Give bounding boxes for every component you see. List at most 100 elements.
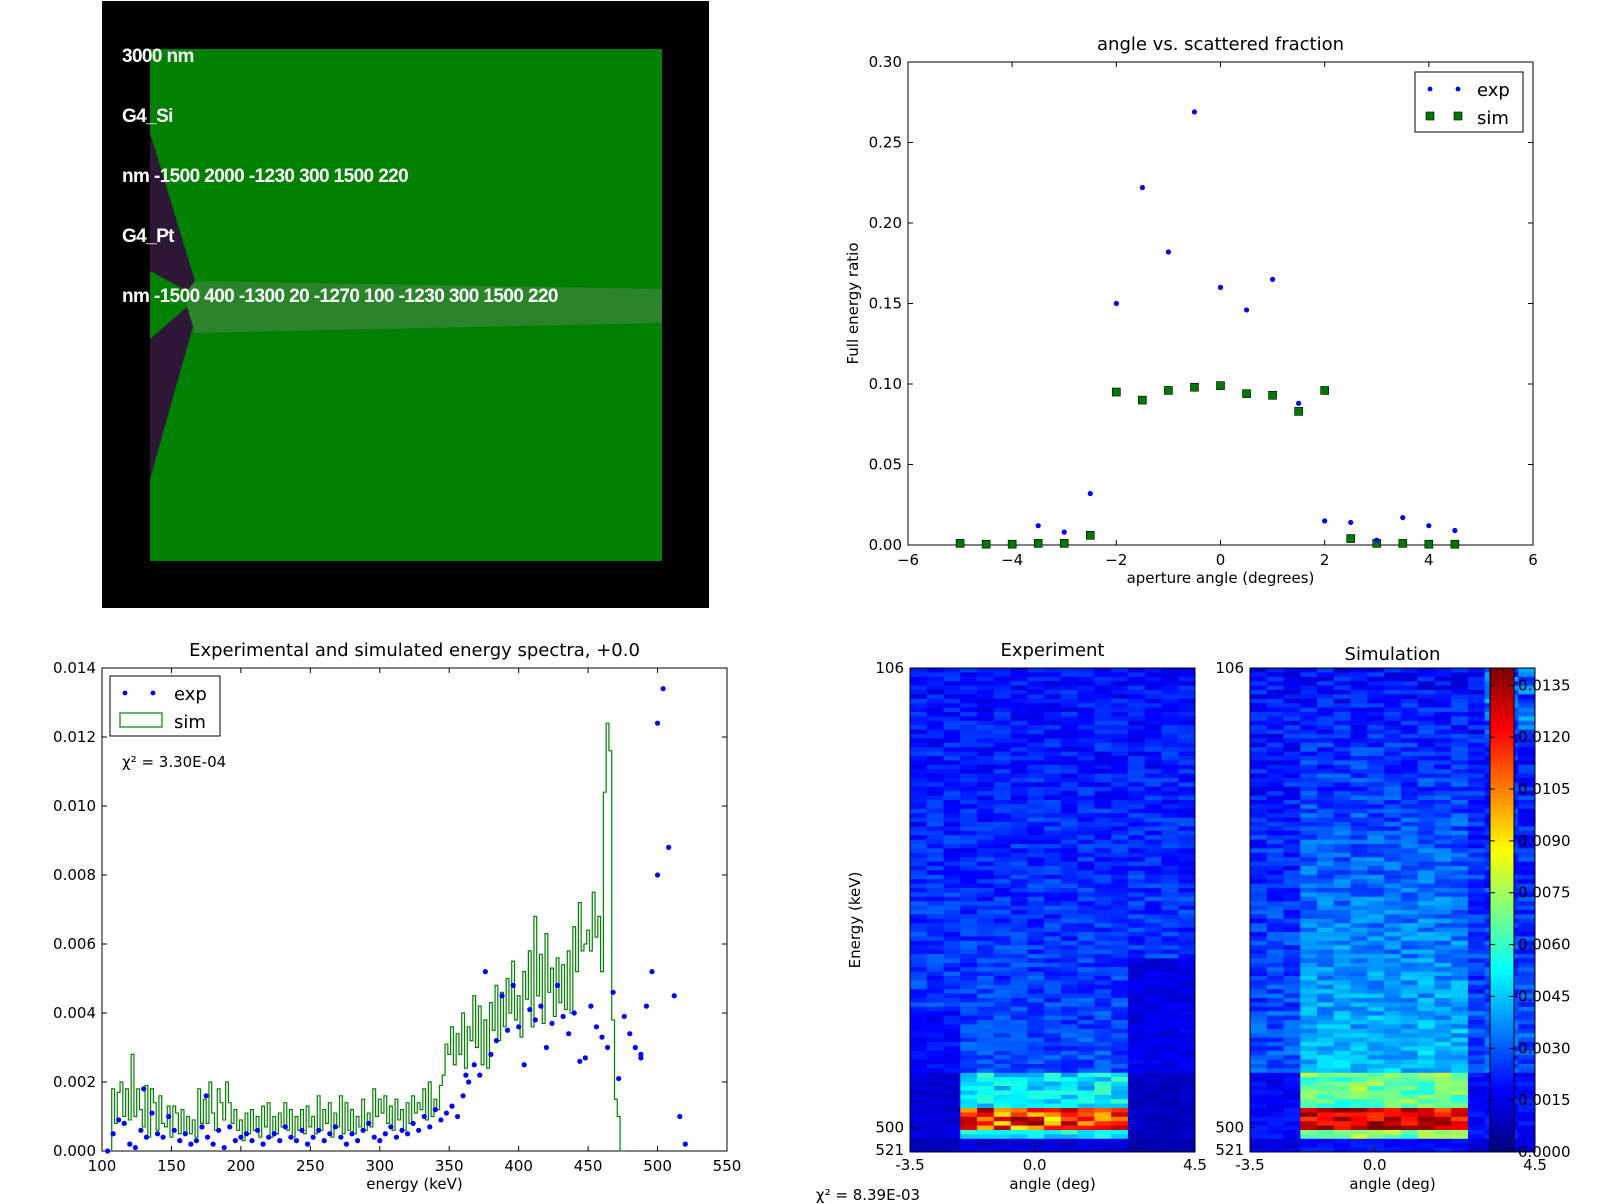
heatmap-cell xyxy=(1250,1033,1268,1038)
heatmap-cell xyxy=(1127,888,1146,893)
heatmap-cell xyxy=(1451,690,1469,695)
heatmap-cell xyxy=(1161,1094,1179,1100)
heatmap-cell xyxy=(1178,1130,1196,1135)
heatmap-cell xyxy=(1451,756,1469,761)
heatmap-cell xyxy=(1144,861,1162,867)
heatmap-cell xyxy=(1300,1024,1318,1030)
heatmap-cell xyxy=(1077,1024,1095,1030)
heatmap-cell xyxy=(1077,1037,1095,1043)
heatmap-cell xyxy=(1250,1028,1268,1034)
heatmap-cell xyxy=(1111,672,1129,678)
heatmap-cell xyxy=(1060,690,1079,695)
heatmap-cell xyxy=(1283,1059,1301,1065)
colorbar-segment xyxy=(1490,744,1514,750)
heatmap-cell xyxy=(1417,1068,1435,1074)
heatmap-cell xyxy=(1161,927,1179,933)
heatmap-cell xyxy=(1027,896,1045,902)
heatmap-cell xyxy=(1027,888,1045,893)
heatmap-cell xyxy=(1451,835,1469,840)
energy-spectra-chart: 100 150 200 250 300 350 400 450 500 5500.0000.002… xyxy=(53,640,741,1193)
heatmap-cell xyxy=(993,668,1011,673)
colorbar-segment xyxy=(1490,1143,1514,1149)
heatmap-cell xyxy=(1111,786,1129,792)
exp-point xyxy=(410,1120,416,1126)
heatmap-cell xyxy=(1300,720,1318,726)
colorbar-segment xyxy=(1490,946,1514,951)
heatmap-cell xyxy=(1417,830,1435,836)
heatmap-cell xyxy=(1300,962,1318,968)
colorbar-segment xyxy=(1490,789,1514,794)
heatmap-cell xyxy=(1077,808,1095,814)
heatmap-cell xyxy=(1144,945,1162,950)
heatmap-cell xyxy=(1178,910,1196,915)
heatmap-cell xyxy=(1300,738,1318,744)
heatmap-cell xyxy=(1300,1130,1318,1135)
heatmap-cell xyxy=(1350,1072,1368,1078)
heatmap-cell xyxy=(1317,1050,1335,1056)
heatmap-cell xyxy=(1111,782,1129,788)
heatmap-cell xyxy=(1127,1090,1146,1096)
heatmap-cell xyxy=(1350,1112,1368,1118)
exp-point xyxy=(471,1062,477,1068)
heatmap-cell xyxy=(1027,1055,1045,1060)
heatmap-cell xyxy=(926,1134,944,1140)
heatmap-cell xyxy=(910,738,928,744)
heatmap-cell xyxy=(1161,1064,1179,1069)
heatmap-cell xyxy=(1044,804,1062,810)
exp-point xyxy=(427,1124,433,1130)
heatmap-cell xyxy=(1060,879,1079,884)
heatmap-cell xyxy=(1518,923,1536,928)
heatmap-cell xyxy=(910,698,928,704)
heatmap-cell xyxy=(1467,1134,1486,1140)
heatmap-cell xyxy=(1144,1134,1162,1140)
heatmap-cell xyxy=(1044,1147,1062,1153)
heatmap-cell xyxy=(1178,1050,1196,1056)
heatmap-cell xyxy=(1467,866,1486,871)
heatmap-cell xyxy=(1367,888,1385,893)
heatmap-cell xyxy=(1367,1094,1385,1100)
heatmap-cell xyxy=(977,1072,995,1078)
heatmap-cell xyxy=(1350,892,1368,898)
heatmap-cell xyxy=(1518,742,1536,748)
heatmap-cell xyxy=(1300,1037,1318,1043)
exp-point xyxy=(138,1127,144,1133)
heatmap-cell xyxy=(1266,1143,1284,1148)
heatmap-cell xyxy=(993,1064,1011,1069)
heatmap-cell xyxy=(1400,786,1419,792)
heatmap-cell xyxy=(1434,672,1452,678)
heatmap-cell xyxy=(910,1059,928,1065)
heatmap-cell xyxy=(1161,786,1179,792)
heatmap-cell xyxy=(1434,822,1452,827)
heatmap-cell xyxy=(1094,866,1112,871)
heatmap-cell xyxy=(977,980,995,986)
heatmap-cell xyxy=(1417,927,1435,933)
heatmap-cell xyxy=(993,945,1011,950)
heatmap-cell xyxy=(1027,703,1045,708)
heatmap-cell xyxy=(1317,892,1335,898)
exp-point xyxy=(538,1003,544,1009)
heatmap-cell xyxy=(1060,1015,1079,1021)
heatmap-cell xyxy=(1027,747,1045,752)
heatmap-cell xyxy=(1077,905,1095,911)
heatmap-cell xyxy=(1161,738,1179,744)
heatmap-cell xyxy=(1467,1037,1486,1043)
heatmap-cell xyxy=(1111,905,1129,911)
colorbar-segment xyxy=(1490,736,1514,742)
heatmap-cell xyxy=(1178,822,1196,827)
heatmap-cell xyxy=(1384,1125,1402,1131)
heatmap-cell xyxy=(1266,1077,1284,1082)
heatmap-cell xyxy=(1161,1108,1179,1113)
scatter-ytick-label: 0.10 xyxy=(869,375,902,393)
heatmap-cell xyxy=(1384,910,1402,915)
heatmap-cell xyxy=(1283,883,1301,889)
heatmap-cell xyxy=(1467,813,1486,818)
heatmap-cell xyxy=(910,839,928,845)
heatmap-cell xyxy=(1434,1011,1452,1016)
heatmap-cell xyxy=(1060,747,1079,752)
heatmap-cell xyxy=(910,782,928,788)
heatmap-cell xyxy=(910,870,928,876)
heatmap-cell xyxy=(1010,668,1028,673)
heatmap-cell xyxy=(1111,870,1129,876)
heatmap-cell xyxy=(1283,786,1301,792)
heatmap-cell xyxy=(1300,839,1318,845)
